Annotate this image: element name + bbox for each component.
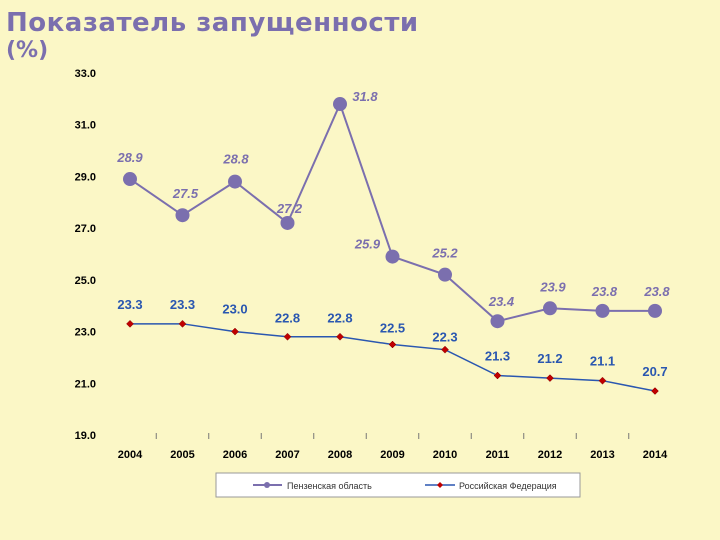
- x-tick-label: 2008: [328, 449, 352, 461]
- chart-subtitle: (%): [6, 38, 49, 63]
- region-data-label: 27.2: [276, 201, 303, 216]
- series-federation-point: [651, 387, 659, 395]
- series-region-point: [228, 174, 242, 189]
- series-region-point: [175, 208, 190, 223]
- region-data-label: 23.9: [539, 279, 566, 294]
- chart-series: [123, 97, 662, 395]
- data-labels: 28.9 27.5 28.8 27.2 31.8 25.9 25.2 23.4 23.9 23.8…: [116, 89, 670, 379]
- federation-data-label: 23.0: [222, 302, 247, 317]
- y-tick-label: 25.0: [75, 275, 96, 287]
- region-data-label: 31.8: [352, 89, 378, 104]
- series-federation-point: [598, 376, 607, 385]
- region-data-label: 25.2: [431, 246, 458, 261]
- region-data-label: 23.8: [591, 284, 618, 299]
- series-region-point: [595, 303, 610, 318]
- y-tick-label: 29.0: [75, 171, 96, 183]
- federation-data-label: 22.8: [327, 311, 352, 326]
- series-region-point: [438, 267, 452, 282]
- region-data-label: 23.4: [488, 294, 515, 309]
- region-data-label: 25.9: [354, 237, 381, 252]
- series-federation-point: [493, 371, 502, 380]
- series-federation-point: [546, 374, 554, 382]
- series-region-point: [648, 303, 662, 318]
- series-region-line: [129, 101, 655, 323]
- x-tick-label: 2010: [433, 449, 457, 461]
- federation-data-label: 22.5: [380, 321, 405, 336]
- series-region-point: [385, 249, 400, 264]
- x-tick-label: 2012: [538, 449, 562, 461]
- series-federation-point: [441, 345, 449, 354]
- federation-data-label: 22.3: [432, 330, 457, 345]
- y-tick-label: 19.0: [75, 430, 96, 442]
- legend-federation-marker: [437, 482, 443, 488]
- x-tick-label: 2014: [643, 449, 668, 461]
- series-federation-point: [178, 319, 187, 328]
- series-federation-point: [231, 327, 239, 336]
- legend-region-marker: [264, 482, 270, 488]
- region-data-label: 27.5: [172, 186, 199, 201]
- federation-data-label: 20.7: [642, 364, 667, 379]
- federation-data-label: 23.3: [117, 297, 142, 312]
- federation-data-label: 21.2: [537, 351, 562, 366]
- legend: Пензенская область Российская Федерация: [215, 472, 581, 498]
- region-data-label: 28.8: [222, 152, 249, 167]
- legend-federation-label: Российская Федерация: [459, 481, 557, 491]
- x-tick-label: 2005: [170, 449, 194, 461]
- series-federation-point: [336, 332, 344, 341]
- chart-title: Показатель запущенности: [6, 8, 419, 38]
- region-data-label: 28.9: [116, 150, 143, 165]
- y-tick-label: 21.0: [75, 378, 96, 390]
- y-tick-label: 27.0: [75, 223, 96, 235]
- x-tick-label: 2013: [590, 449, 614, 461]
- x-tick-label: 2011: [486, 449, 510, 461]
- series-region-point: [333, 97, 347, 112]
- series-federation-point: [126, 319, 134, 328]
- y-tick-label: 23.0: [75, 327, 96, 339]
- federation-data-label: 21.1: [590, 354, 615, 369]
- x-tick-label: 2007: [275, 449, 299, 461]
- y-tick-label: 33.0: [75, 68, 96, 80]
- x-axis: 2004 2005 2006 2007 2008 2009 2010 2011 2012 2013…: [118, 433, 668, 461]
- federation-data-label: 23.3: [170, 297, 195, 312]
- series-region-point: [280, 215, 295, 230]
- series-federation-point: [388, 340, 397, 349]
- series-region-point: [543, 301, 557, 316]
- x-tick-label: 2009: [380, 449, 404, 461]
- series-region-point: [490, 314, 505, 329]
- y-tick-label: 31.0: [75, 120, 96, 132]
- legend-region-label: Пензенская область: [287, 481, 372, 491]
- region-data-label: 23.8: [643, 284, 670, 299]
- series-federation-point: [283, 332, 292, 341]
- federation-data-label: 22.8: [275, 311, 300, 326]
- federation-data-label: 21.3: [485, 349, 510, 364]
- y-axis-ticks: 19.0 21.0 23.0 25.0 27.0 29.0 31.0 33.0: [75, 68, 96, 442]
- x-tick-label: 2004: [118, 449, 143, 461]
- series-region-point: [123, 172, 137, 187]
- x-tick-label: 2006: [223, 449, 247, 461]
